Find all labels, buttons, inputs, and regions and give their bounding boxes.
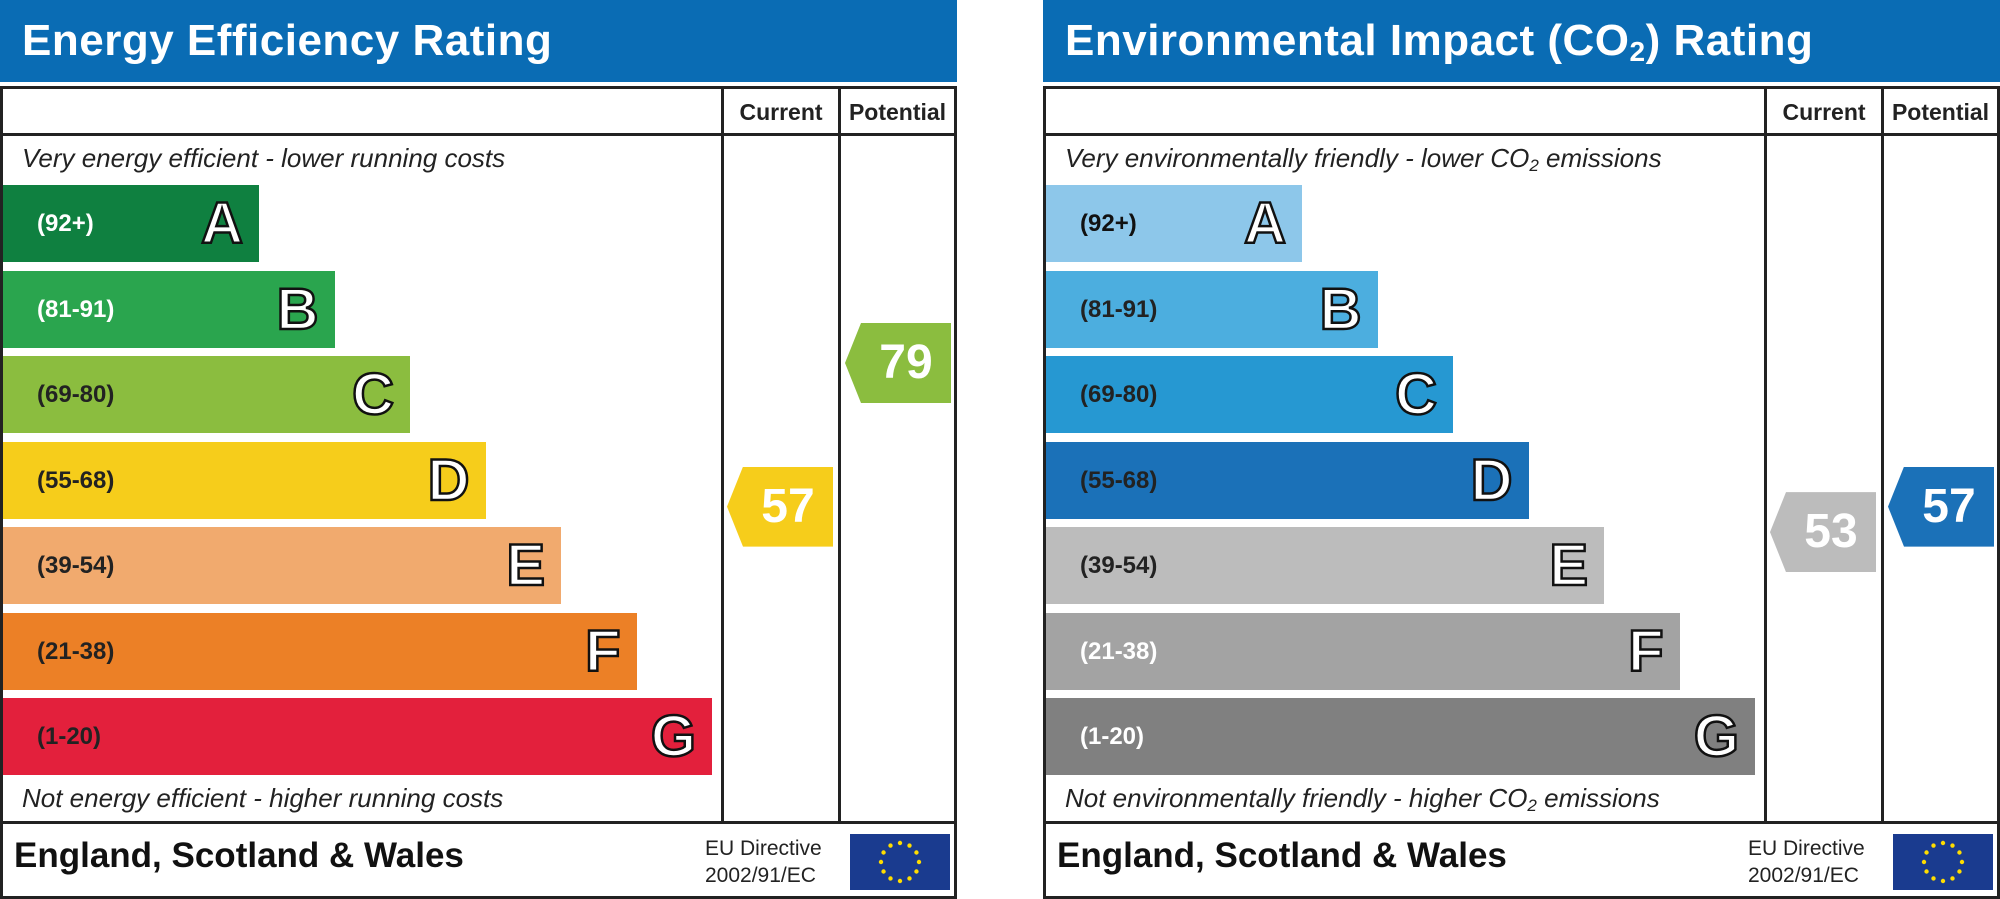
- eu-directive-line2: 2002/91/EC: [1748, 864, 1859, 887]
- top-caption: Very energy efficient - lower running co…: [22, 143, 505, 174]
- band-range-label: (39-54): [37, 552, 115, 579]
- chart-frame: [1043, 86, 2000, 899]
- band-letter: C: [351, 361, 395, 429]
- region-label: England, Scotland & Wales: [14, 836, 464, 875]
- eu-flag-icon: [850, 834, 950, 890]
- eu-directive-label: EU Directive 2002/91/EC: [1748, 835, 1865, 889]
- rating-band-a: (92+) A: [1046, 185, 1302, 262]
- band-letter: D: [1469, 446, 1513, 514]
- current-column-header: Current: [1782, 99, 1866, 125]
- top-caption-text-end: emissions: [1538, 143, 1662, 173]
- band-letter: C: [1394, 361, 1438, 429]
- current-column-divider: [721, 86, 724, 824]
- current-column-divider: [1764, 86, 1767, 824]
- eu-directive-line2: 2002/91/EC: [705, 864, 816, 887]
- band-range-label: (21-38): [37, 637, 115, 665]
- top-caption-text: Very environmentally friendly - lower CO: [1065, 143, 1530, 173]
- footer-divider: [0, 821, 957, 824]
- band-range-label: (69-80): [37, 381, 115, 408]
- top-caption: Very environmentally friendly - lower CO…: [1065, 143, 1662, 174]
- band-letter: B: [275, 275, 319, 343]
- band-letter: G: [1693, 703, 1741, 771]
- environmental-impact-panel: Environmental Impact (CO2) Rating Curren…: [1043, 0, 2000, 899]
- potential-rating-marker: 79: [845, 323, 951, 403]
- bottom-caption-text: Not environmentally friendly - higher CO: [1065, 783, 1528, 813]
- band-range-label: (55-68): [1080, 466, 1158, 494]
- bottom-caption-subscript: 2: [1527, 796, 1537, 815]
- band-letter: A: [1243, 190, 1287, 258]
- rating-band-a: (92+) A: [3, 185, 259, 262]
- header-divider: [0, 133, 957, 136]
- footer-divider: [1043, 821, 2000, 824]
- title-text: Environmental Impact (CO: [1065, 16, 1630, 65]
- band-letter: F: [1627, 617, 1665, 685]
- bottom-caption: Not energy efficient - higher running co…: [22, 783, 503, 814]
- band-range-label: (92+): [37, 210, 94, 237]
- rating-band-c: (69-80) C: [1046, 356, 1453, 433]
- title-text: Energy Efficiency Rating: [22, 16, 553, 65]
- title-text-end: ) Rating: [1645, 16, 1814, 65]
- potential-rating-marker: 57: [1888, 466, 1994, 547]
- current-rating-marker: 53: [1770, 492, 1876, 573]
- band-letter: D: [426, 446, 470, 514]
- band-letter: E: [1548, 532, 1589, 600]
- band-range-label: (92+): [1080, 210, 1137, 237]
- rating-band-d: (55-68) D: [1046, 441, 1529, 519]
- eu-directive-label: EU Directive 2002/91/EC: [705, 835, 822, 889]
- rating-band-g: (1-20) G: [1046, 698, 1755, 775]
- band-letter: G: [650, 703, 698, 771]
- bottom-caption-text: Not energy efficient - higher running co…: [22, 783, 504, 813]
- chart-frame: [0, 86, 957, 899]
- eu-flag-icon: [1893, 834, 1993, 890]
- rating-band-f: (21-38) F: [3, 612, 637, 690]
- region-label: England, Scotland & Wales: [1057, 836, 1507, 875]
- band-range-label: (1-20): [1080, 723, 1145, 750]
- rating-band-e: (39-54) E: [1046, 527, 1604, 604]
- header-divider: [1043, 133, 2000, 136]
- band-range-label: (69-80): [1080, 381, 1158, 408]
- band-letter: A: [200, 190, 244, 258]
- band-range-label: (21-38): [1080, 637, 1158, 665]
- top-caption-subscript: 2: [1529, 156, 1539, 175]
- band-letter: B: [1318, 275, 1362, 343]
- band-range-label: (39-54): [1080, 552, 1158, 579]
- top-caption-text: Very energy efficient - lower running co…: [22, 143, 506, 173]
- panel-title: Energy Efficiency Rating: [0, 0, 957, 82]
- band-letter: F: [584, 617, 622, 685]
- potential-column-header: Potential: [1891, 99, 1990, 125]
- rating-band-e: (39-54) E: [3, 527, 561, 604]
- rating-band-b: (81-91) B: [1046, 270, 1378, 348]
- potential-column-divider: [838, 86, 841, 824]
- band-range-label: (81-91): [1080, 295, 1158, 323]
- rating-band-b: (81-91) B: [3, 270, 335, 348]
- rating-band-f: (21-38) F: [1046, 612, 1680, 690]
- band-range-label: (1-20): [37, 723, 102, 750]
- current-rating-marker: 57: [727, 466, 833, 547]
- band-range-label: (55-68): [37, 466, 115, 494]
- bottom-caption: Not environmentally friendly - higher CO…: [1065, 783, 1660, 814]
- rating-band-g: (1-20) G: [3, 698, 712, 775]
- title-subscript: 2: [1629, 36, 1646, 67]
- band-range-label: (81-91): [37, 295, 115, 323]
- current-column-header: Current: [739, 99, 823, 125]
- panel-title: Environmental Impact (CO2) Rating: [1043, 0, 2000, 82]
- energy-efficiency-panel: Energy Efficiency Rating Current Potenti…: [0, 0, 957, 899]
- potential-column-header: Potential: [848, 99, 947, 125]
- band-letter: E: [505, 532, 546, 600]
- potential-column-divider: [1881, 86, 1884, 824]
- eu-directive-line1: EU Directive: [1748, 837, 1865, 860]
- eu-directive-line1: EU Directive: [705, 837, 822, 860]
- rating-band-c: (69-80) C: [3, 356, 410, 433]
- bottom-caption-text-end: emissions: [1536, 783, 1660, 813]
- rating-band-d: (55-68) D: [3, 441, 486, 519]
